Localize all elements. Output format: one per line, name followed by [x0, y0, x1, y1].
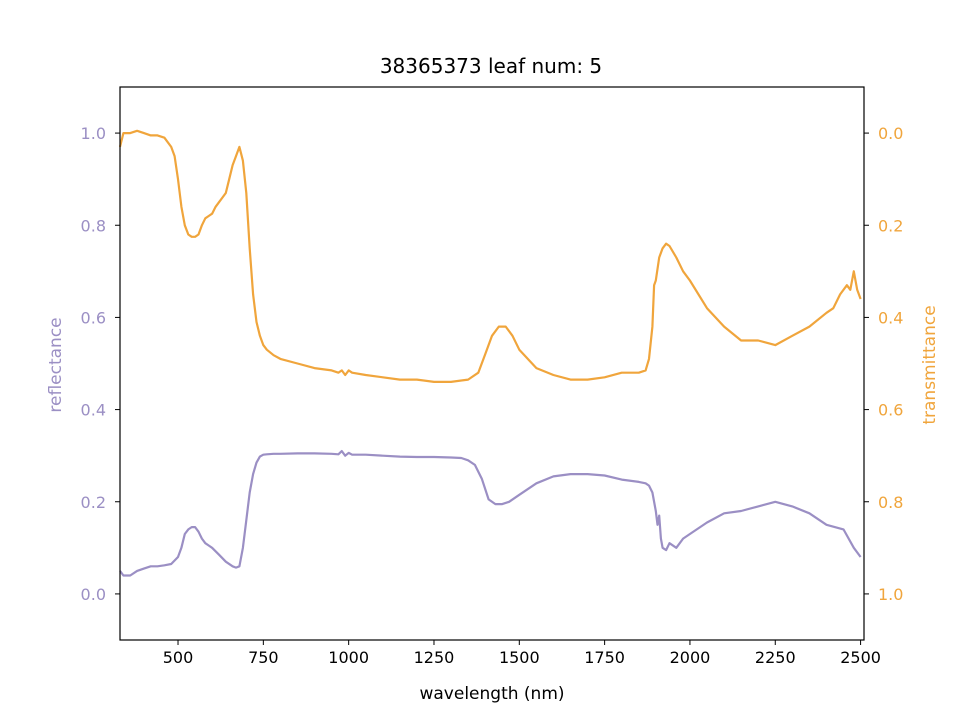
right-tick-label: 0.2	[878, 216, 903, 235]
left-tick-label: 0.8	[81, 216, 106, 235]
x-tick-label: 750	[248, 648, 279, 667]
x-tick-label: 2250	[755, 648, 796, 667]
x-axis: 500 750 1000 1250 1500 1750 2000 2250 2500	[163, 640, 881, 667]
right-y-axis-label: transmittance	[920, 305, 940, 424]
right-tick-label: 1.0	[878, 585, 903, 604]
right-tick-label: 0.4	[878, 308, 903, 327]
chart-title: 38365373 leaf num: 5	[380, 54, 602, 78]
x-tick-label: 1750	[584, 648, 625, 667]
right-tick-label: 0.8	[878, 493, 903, 512]
left-tick-label: 1.0	[81, 124, 106, 143]
left-tick-label: 0.2	[81, 493, 106, 512]
right-y-axis: 0.0 0.2 0.4 0.6 0.8 1.0	[864, 124, 903, 604]
plot-lines	[118, 129, 862, 577]
left-y-axis-label: reflectance	[46, 317, 66, 412]
x-tick-label: 2500	[840, 648, 881, 667]
left-y-axis: 0.0 0.2 0.4 0.6 0.8 1.0	[81, 124, 120, 604]
right-tick-label: 0.6	[878, 401, 903, 420]
reflectance-line	[119, 450, 862, 577]
transmittance-line	[118, 129, 862, 383]
x-tick-label: 1500	[499, 648, 540, 667]
x-tick-label: 1250	[414, 648, 455, 667]
x-tick-label: 2000	[670, 648, 711, 667]
left-tick-label: 0.0	[81, 585, 106, 604]
left-tick-label: 0.4	[81, 401, 106, 420]
x-tick-label: 1000	[328, 648, 369, 667]
left-tick-label: 0.6	[81, 308, 106, 327]
right-tick-label: 0.0	[878, 124, 903, 143]
x-tick-label: 500	[163, 648, 194, 667]
x-axis-label: wavelength (nm)	[419, 684, 564, 704]
plot-frame	[119, 86, 865, 641]
